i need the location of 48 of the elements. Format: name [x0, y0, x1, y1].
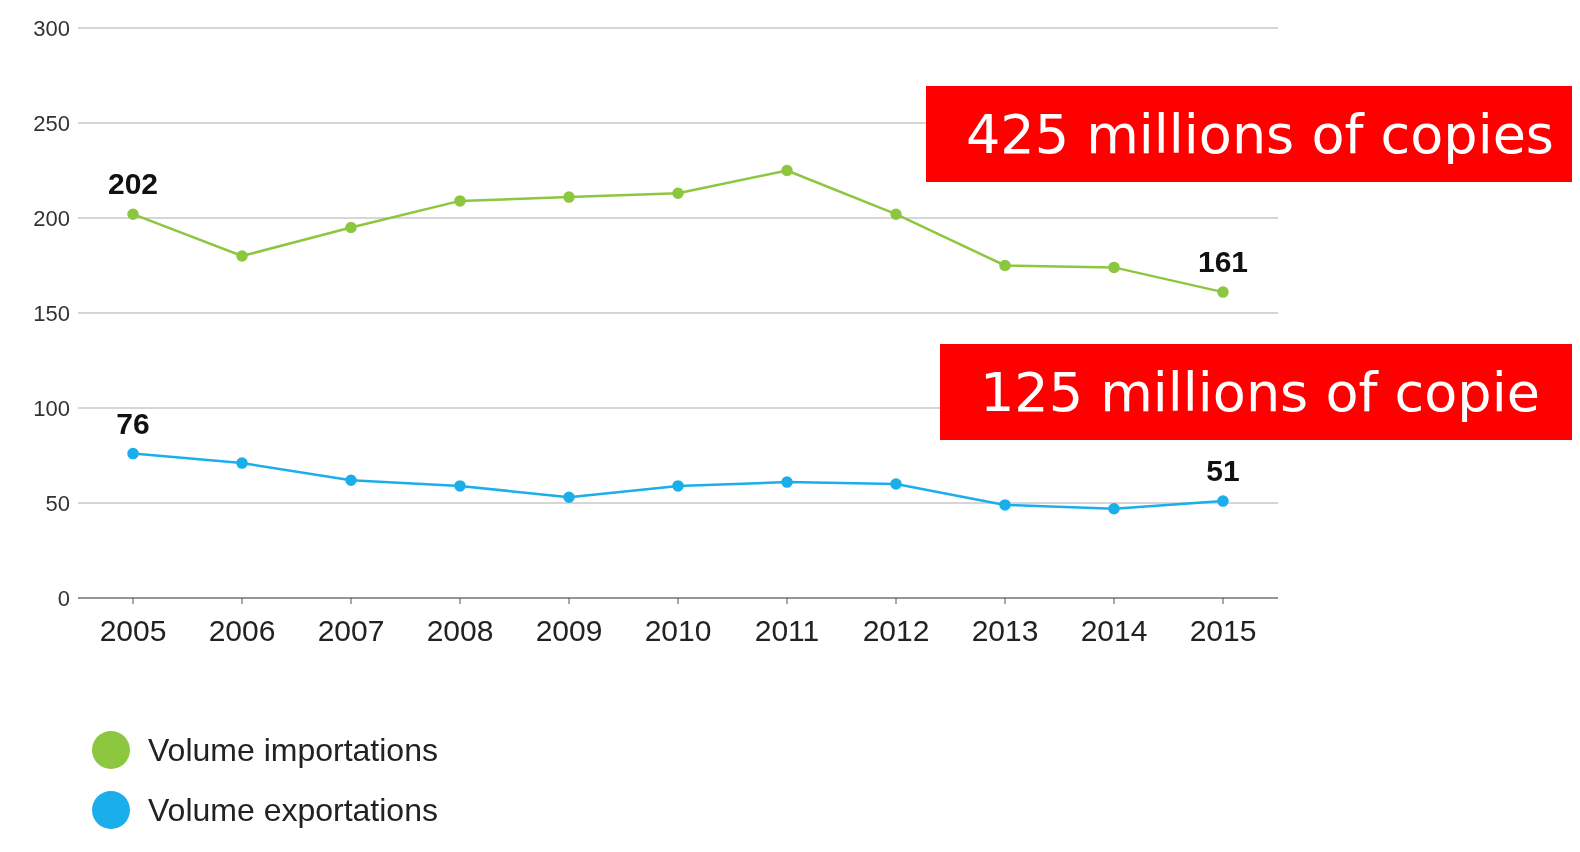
x-tick-label: 2009 [535, 614, 603, 648]
data-label: 76 [116, 406, 150, 440]
data-label: 161 [1197, 245, 1249, 279]
point [781, 164, 793, 177]
y-tick-label: 100 [33, 395, 70, 421]
x-tick-label: 2007 [317, 614, 385, 648]
data-label: 202 [107, 167, 159, 201]
point [890, 478, 902, 490]
y-tick-label: 50 [45, 490, 70, 516]
point [1108, 261, 1120, 274]
x-tick-label: 2015 [1189, 614, 1257, 648]
point [999, 259, 1011, 272]
point [345, 474, 357, 486]
x-tick-label: 2006 [208, 614, 276, 648]
y-tick-label: 300 [33, 15, 70, 41]
point [236, 250, 248, 262]
x-tick-label: 2013 [971, 614, 1039, 648]
y-tick-label: 200 [33, 205, 70, 231]
point [127, 208, 139, 220]
point [1217, 286, 1229, 298]
point [127, 447, 139, 460]
data-label: 51 [1206, 454, 1240, 488]
y-tick-label: 0 [57, 585, 70, 611]
point [1217, 495, 1229, 507]
x-tick-label: 2010 [644, 614, 712, 648]
x-tick-label: 2008 [426, 614, 494, 648]
point [454, 195, 466, 207]
point [672, 187, 684, 200]
y-tick-label: 250 [33, 110, 70, 136]
annotation: 125 millions of copie [979, 359, 1541, 426]
point [999, 499, 1011, 511]
point [890, 208, 902, 220]
annotation: 425 millions of copies [965, 101, 1555, 168]
legend-label: Volume exportations [148, 791, 438, 830]
point [563, 491, 575, 504]
point [454, 480, 466, 492]
x-tick-label: 2005 [99, 614, 167, 648]
x-tick-label: 2011 [754, 614, 820, 648]
point [1108, 502, 1120, 515]
point [781, 476, 793, 488]
point [563, 191, 575, 203]
y-tick-label: 150 [33, 300, 70, 326]
point [345, 221, 357, 234]
x-tick-label: 2012 [862, 614, 930, 648]
point [236, 457, 248, 469]
x-tick-label: 2014 [1080, 614, 1148, 648]
point [672, 480, 684, 492]
legend-label: Volume importations [148, 731, 438, 770]
